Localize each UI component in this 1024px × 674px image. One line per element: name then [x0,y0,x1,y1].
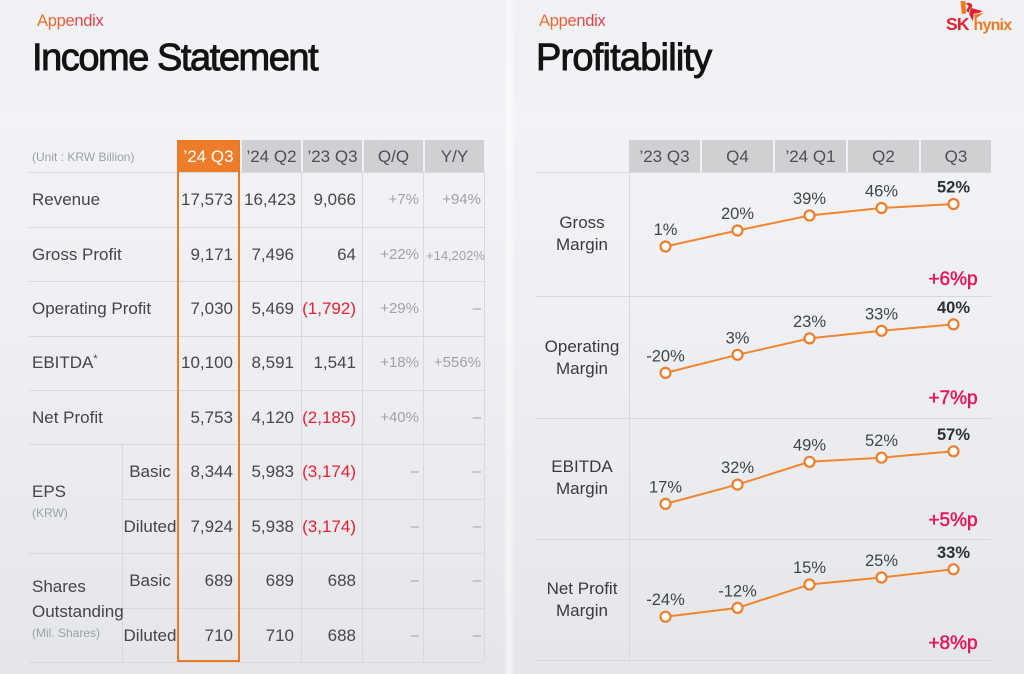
svg-text:SK: SK [946,14,970,34]
svg-text:20%: 20% [721,205,754,223]
svg-text:-12%: -12% [718,582,757,600]
svg-text:1%: 1% [654,221,678,239]
svg-text:3%: 3% [726,329,750,347]
svg-text:33%: 33% [937,544,970,562]
svg-text:40%: 40% [937,299,970,317]
svg-text:17%: 17% [649,478,682,496]
svg-text:hynix: hynix [974,17,1013,34]
svg-text:49%: 49% [793,436,826,454]
svg-text:15%: 15% [793,559,826,577]
svg-text:-24%: -24% [646,591,685,609]
svg-text:33%: 33% [865,305,898,323]
svg-text:32%: 32% [721,459,754,477]
svg-text:-20%: -20% [646,347,685,365]
svg-text:52%: 52% [865,432,898,450]
svg-text:52%: 52% [937,179,970,197]
svg-text:25%: 25% [865,552,898,570]
svg-text:46%: 46% [865,183,898,201]
svg-text:23%: 23% [793,313,826,331]
svg-text:57%: 57% [937,426,970,444]
svg-text:39%: 39% [793,190,826,208]
